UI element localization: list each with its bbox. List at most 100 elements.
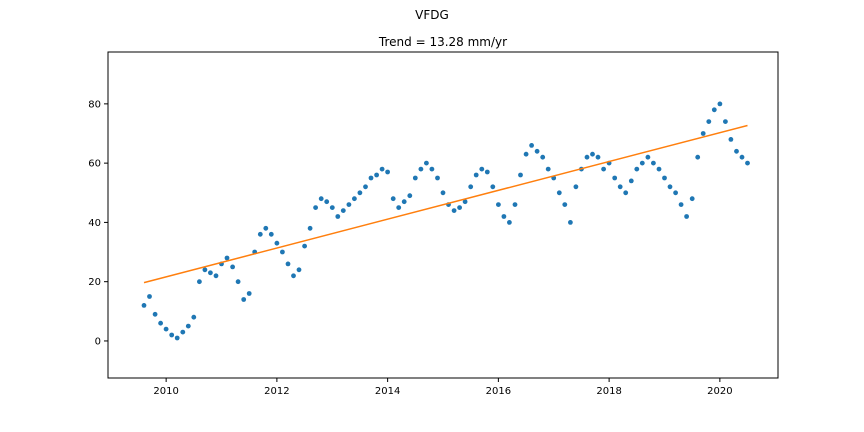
scatter-point [590, 151, 595, 157]
scatter-point [484, 169, 490, 175]
scatter-point [329, 205, 335, 211]
scatter-point [634, 166, 640, 172]
scatter-point [246, 291, 252, 296]
scatter-point [711, 107, 717, 113]
scatter-point [584, 154, 590, 160]
scatter-point [529, 143, 534, 148]
scatter-point [534, 148, 540, 154]
scatter-point [191, 314, 197, 320]
scatter-point [545, 166, 551, 172]
scatter-point [723, 119, 728, 124]
y-tick-label: 20 [88, 277, 101, 288]
scatter-point [147, 294, 152, 299]
scatter-point [745, 160, 750, 166]
scatter-point [662, 175, 667, 181]
scatter-point [645, 154, 651, 160]
y-tick-label: 80 [88, 99, 101, 110]
trend-line [143, 124, 748, 284]
scatter-point [169, 332, 175, 338]
scatter-point [202, 267, 208, 273]
plot-area [141, 101, 750, 341]
scatter-point [152, 311, 158, 317]
y-tick-label: 0 [95, 336, 101, 347]
scatter-point [274, 240, 280, 246]
scatter-point [507, 220, 512, 225]
scatter-point [285, 261, 291, 267]
x-tick-label: 2012 [264, 386, 289, 397]
scatter-point [318, 196, 324, 202]
scatter-point [501, 214, 507, 219]
scatter-point [357, 190, 363, 196]
scatter-point [612, 175, 618, 181]
scatter-point [435, 175, 440, 181]
scatter-point [695, 154, 701, 160]
scatter-point [307, 225, 313, 231]
scatter-point [601, 166, 606, 172]
scatter-point [390, 196, 396, 202]
scatter-point [268, 231, 274, 237]
scatter-point [523, 151, 529, 157]
scatter-point [689, 196, 695, 202]
x-tick-label: 2010 [153, 386, 178, 397]
scatter-point [296, 267, 302, 273]
scatter-point [595, 154, 601, 160]
x-tick-label: 2020 [707, 386, 732, 397]
scatter-point [291, 273, 296, 279]
y-tick-label: 40 [88, 218, 101, 229]
scatter-point [540, 154, 546, 160]
scatter-point [257, 231, 263, 237]
scatter-point [706, 119, 712, 124]
scatter-point [573, 184, 579, 190]
scatter-point [235, 279, 241, 285]
scatter-point [185, 323, 191, 329]
y-tick-label: 60 [88, 159, 101, 170]
scatter-point [424, 160, 429, 166]
scatter-point [568, 220, 573, 225]
plot-frame [107, 51, 779, 379]
scatter-point [728, 137, 734, 142]
scatter-point [717, 101, 723, 107]
scatter-point [451, 208, 457, 214]
scatter-point [208, 270, 213, 276]
scatter-point [623, 190, 629, 196]
scatter-point [651, 160, 656, 166]
scatter-point [180, 329, 186, 335]
scatter-point [197, 279, 202, 285]
scatter-point [324, 199, 330, 205]
scatter-point [512, 202, 518, 208]
scatter-point [230, 264, 236, 270]
scatter-point [302, 243, 307, 249]
chart-title: Trend = 13.28 mm/yr [378, 35, 507, 49]
scatter-point [401, 199, 407, 205]
scatter-point [700, 131, 706, 136]
scatter-point [656, 166, 662, 172]
scatter-point [617, 184, 623, 190]
scatter-point [407, 193, 413, 199]
scatter-point [385, 169, 390, 175]
scatter-point [213, 273, 219, 279]
scatter-point [412, 175, 418, 181]
scatter-point [163, 326, 169, 332]
scatter-point [628, 178, 634, 184]
scatter-point [678, 202, 684, 208]
scatter-point [518, 172, 523, 178]
scatter-point [374, 172, 379, 178]
scatter-point [174, 335, 180, 341]
scatter-point [158, 320, 164, 326]
scatter-point [418, 166, 424, 172]
scatter-point [457, 205, 462, 211]
scatter-point [368, 175, 374, 181]
scatter-point [396, 205, 402, 211]
scatter-point [429, 166, 435, 172]
scatter-point [263, 225, 269, 231]
scatter-point [734, 148, 739, 154]
scatter-point [141, 303, 147, 308]
scatter-point [468, 184, 474, 190]
scatter-point [473, 172, 479, 178]
scatter-point [379, 166, 385, 172]
axes: 2010 2012 2014 2016 2018 2020 0 20 40 60 80 [88, 99, 732, 397]
scatter-point [562, 202, 568, 208]
scatter-point [490, 184, 496, 190]
scatter-point [496, 202, 501, 208]
figure-suptitle: VFDG [415, 8, 449, 22]
